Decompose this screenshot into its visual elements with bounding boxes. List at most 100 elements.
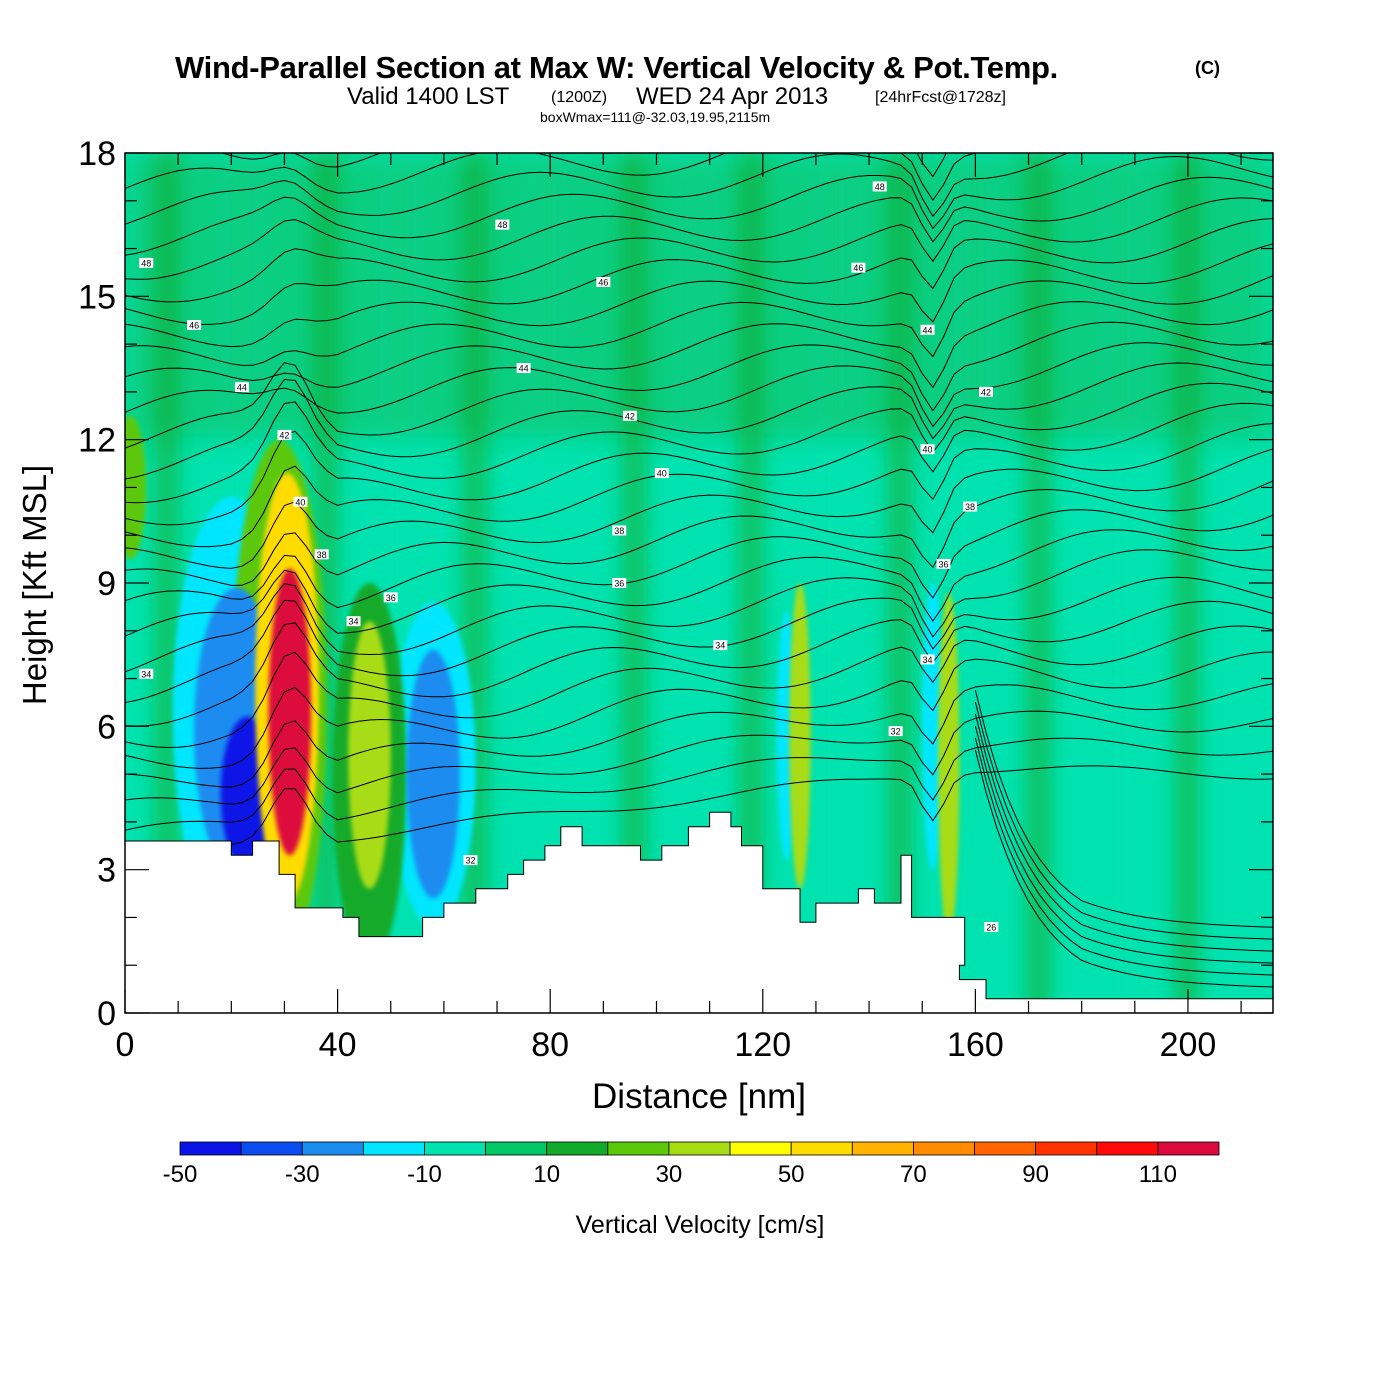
colorbar-tick-label: 110 [1139,1161,1177,1188]
theta-label: 44 [234,382,249,393]
y-axis-label: Height [Kft MSL] [16,465,53,705]
colorbar-swatch [362,1141,425,1156]
theta-isentrope-low [974,737,1273,976]
theta-label: 34 [139,668,154,679]
theta-label-bg [851,262,866,273]
colorbar-swatch [240,1141,303,1156]
theta-label: 32 [888,726,903,737]
colorbar-tick-label: -50 [163,1161,198,1188]
theta-isentrope [125,301,1273,389]
theta-label: 46 [596,277,611,288]
theta-label-bg [888,726,903,737]
theta-isentrope-low [974,701,1273,940]
theta-label-bg [984,922,999,932]
theta-isentrope [125,683,1273,788]
theta-isentrope [125,448,1273,569]
colorbar-swatch [1096,1141,1159,1156]
theta-label-bg [234,382,249,393]
theta-isentrope [125,509,1273,609]
valid-date: WED 24 Apr 2013 [636,83,829,110]
theta-isentrope [125,765,1273,861]
theta-label-text: 38 [965,502,975,512]
terrain-mask [125,811,1273,1013]
box-wmax-info: boxWmax=111@-32.03,19.95,2115m [540,109,771,125]
theta-label-bg [346,616,361,627]
theta-isentrope-low [974,749,1273,988]
theta-label-text: 34 [715,641,725,651]
theta-isentrope [125,176,1273,280]
theta-isentrope [125,153,947,178]
theta-label-bg [596,277,611,287]
colorbar-swatch [851,1141,914,1156]
chart-title: Wind-Parallel Section at Max W: Vertical… [175,50,1058,85]
theta-label-text: 44 [519,364,529,374]
theta-label-text: 26 [986,923,996,933]
theta-label-bg [920,654,935,665]
colorbar-swatch [668,1141,731,1156]
theta-label-text: 32 [891,727,901,737]
theta-label-bg [936,558,951,569]
theta-label-text: 48 [141,258,151,268]
theta-label-text: 40 [923,445,933,455]
theta-label-bg [187,320,202,330]
theta-label: 48 [139,257,154,268]
colorbar-swatch [485,1141,548,1156]
theta-label-text: 36 [614,579,624,589]
theta-label: 48 [495,219,510,230]
theta-label-text: 34 [349,617,359,627]
theta-label: 40 [293,496,308,507]
theta-isentrope [125,600,1273,727]
zulu-time: (1200Z) [551,89,608,106]
theta-label-bg [920,324,935,335]
x-tick-label: 200 [1160,1026,1217,1064]
theta-label-text: 40 [657,469,667,479]
theta-label-bg [622,410,637,421]
x-tick-label: 80 [531,1026,569,1064]
colorbar-swatch [1157,1141,1220,1156]
theta-label-text: 46 [189,321,199,331]
theta-label-text: 42 [625,411,635,421]
colorbar-tick-label: 70 [900,1161,927,1188]
colorbar-tick-label: 10 [533,1161,560,1188]
colorbar-tick-label: -30 [285,1161,320,1188]
theta-label: 42 [277,429,292,440]
theta-label-text: 34 [923,655,933,665]
theta-label: 36 [383,592,398,603]
theta-label: 42 [979,386,993,397]
theta-isentrope-low [974,713,1273,952]
theta-label-bg [277,429,292,440]
theta-label-text: 48 [497,220,507,230]
theta-label-text: 38 [317,550,327,560]
colorbar-tick-label: 90 [1022,1161,1049,1188]
theta-label-text: 42 [981,387,991,397]
colorbar-tick-label: -10 [407,1161,442,1188]
theta-label-bg [963,501,978,512]
theta-label-bg [383,592,398,603]
theta-label: 34 [713,640,728,651]
theta-label-text: 36 [938,559,948,569]
theta-label: 36 [612,578,627,589]
y-tick-label: 9 [97,565,116,603]
theta-label: 40 [654,468,669,479]
theta-isentrope [125,362,1273,480]
theta-label-bg [314,549,329,560]
x-axis-label: Distance [nm] [592,1077,806,1116]
y-tick-label: 12 [78,422,116,460]
forecast-info: [24hrFcst@1728z] [875,89,1006,106]
y-tick-label: 18 [78,135,116,173]
theta-label: 44 [920,324,935,335]
velocity-cell [789,583,811,889]
theta-label: 44 [516,363,531,374]
theta-label-text: 46 [853,263,863,273]
theta-label: 46 [851,262,866,273]
theta-isentrope-low [974,690,1273,928]
theta-label-bg [612,578,627,588]
theta-label-text: 42 [279,430,289,440]
theta-label-bg [293,496,308,507]
theta-label-text: 38 [614,526,624,536]
theta-label: 32 [463,855,478,866]
colorbar-swatch [913,1141,975,1156]
theta-isentrope [125,651,1273,769]
colorbar-swatch [974,1141,1037,1156]
